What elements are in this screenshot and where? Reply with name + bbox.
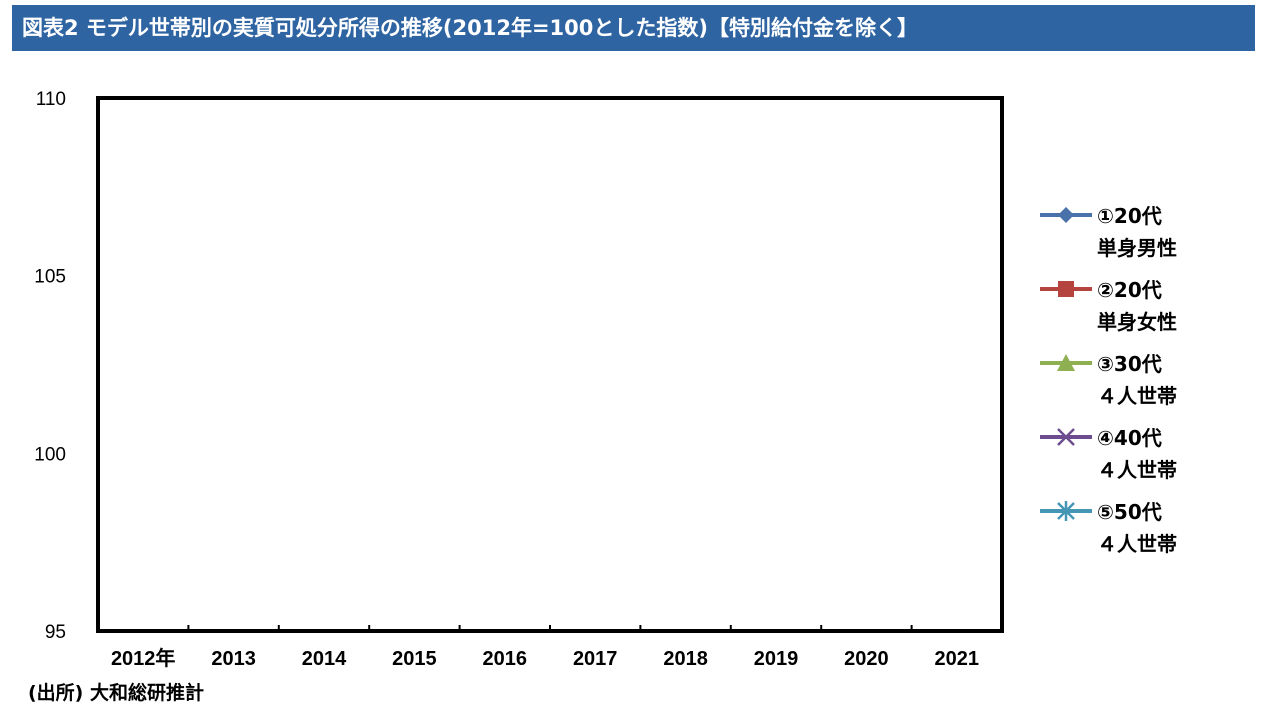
- legend-label: ④40代: [1097, 426, 1162, 450]
- x-tick-label: 2021: [935, 648, 980, 670]
- legend-label: ①20代: [1097, 204, 1162, 228]
- legend-item-5: ⑤50代 ４人世帯: [1040, 500, 1177, 556]
- x-tick-label: 2016: [483, 648, 528, 670]
- plot-frame: [96, 96, 1004, 633]
- legend-marker: [1057, 354, 1075, 371]
- x-tick-label: 2013: [211, 648, 256, 670]
- x-tick-label: 2012年: [111, 646, 176, 670]
- legend-label: ⑤50代: [1097, 500, 1162, 524]
- x-tick-label: 2015: [392, 648, 437, 670]
- legend-marker: [1057, 428, 1075, 446]
- legend-marker: [1057, 501, 1075, 521]
- x-tick-label: 2014: [302, 648, 347, 670]
- chart-title: 図表2 モデル世帯別の実質可処分所得の推移(2012年=100とした指数)【特別…: [12, 5, 1255, 51]
- source-note: (出所) 大和総研推計: [28, 682, 204, 704]
- legend-label-line2: ４人世帯: [1097, 458, 1177, 482]
- y-tick-label: 95: [45, 622, 66, 643]
- x-tick-label: 2018: [663, 648, 708, 670]
- legend-label-line2: 単身男性: [1097, 236, 1177, 260]
- legend-item-4: ④40代 ４人世帯: [1040, 426, 1177, 482]
- legend-label-line2: ４人世帯: [1097, 532, 1177, 556]
- legend-marker: [1058, 281, 1074, 297]
- x-tick-label: 2020: [844, 648, 889, 670]
- y-tick-label: 110: [36, 89, 66, 110]
- legend-marker: [1058, 207, 1074, 223]
- legend-item-3: ③30代 ４人世帯: [1040, 352, 1177, 408]
- x-tick-label: 2019: [754, 648, 799, 670]
- x-tick-label: 2017: [573, 648, 618, 670]
- y-tick-label: 100: [34, 444, 66, 465]
- legend-label: ②20代: [1097, 278, 1162, 302]
- legend-label: ③30代: [1097, 352, 1162, 376]
- legend-label-line2: ４人世帯: [1097, 384, 1177, 408]
- y-tick-label: 105: [34, 267, 66, 288]
- legend-label-line2: 単身女性: [1097, 310, 1177, 334]
